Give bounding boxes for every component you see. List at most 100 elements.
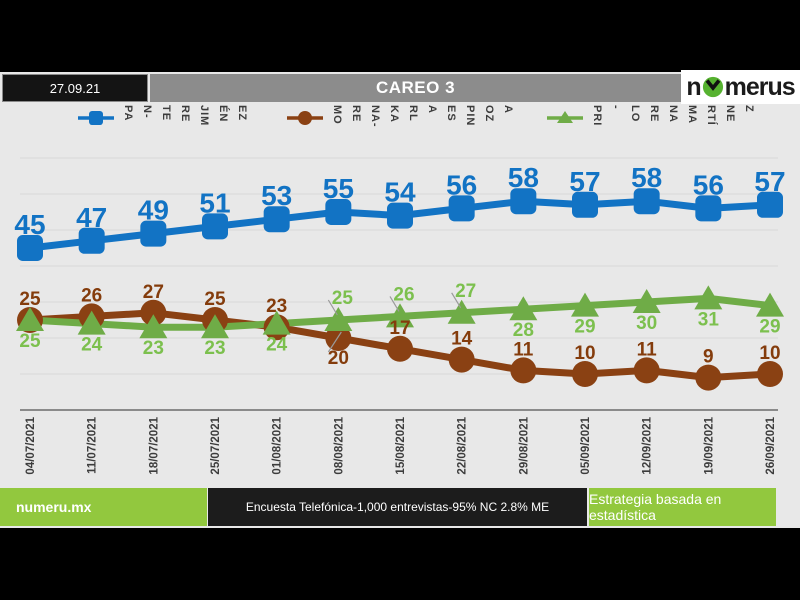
x-tick-label: 25/07/2021 bbox=[210, 416, 222, 474]
legend-label-segment: TE bbox=[160, 105, 172, 122]
legend-label-segment: NA bbox=[667, 105, 679, 123]
legend-label-segment: PRI bbox=[591, 105, 603, 127]
square-marker-icon bbox=[78, 111, 114, 125]
legend-label-segment: A bbox=[426, 105, 438, 114]
value-label: 58 bbox=[508, 162, 539, 193]
value-label: 20 bbox=[328, 348, 349, 369]
legend-label-segment: OZ bbox=[483, 105, 495, 123]
legend-label-segment: RE bbox=[179, 105, 191, 123]
value-label: 14 bbox=[451, 329, 473, 350]
legend-label-segment: EZ bbox=[236, 105, 248, 122]
x-tick-label: 05/09/2021 bbox=[580, 416, 592, 474]
value-label: 23 bbox=[143, 338, 164, 359]
legend-label: PRI - LO RE NA MA RTÍ NE Z bbox=[590, 105, 755, 126]
value-label: 57 bbox=[754, 166, 785, 197]
x-tick-label: 26/09/2021 bbox=[765, 416, 777, 474]
footer-website: numeru.mx bbox=[0, 488, 207, 526]
x-tick-label: 19/09/2021 bbox=[703, 416, 715, 474]
top-black-band bbox=[0, 0, 800, 72]
value-label: 31 bbox=[698, 309, 720, 330]
value-label: 9 bbox=[703, 347, 714, 368]
footer-methodology: Encuesta Telefónica-1,000 entrevistas-95… bbox=[208, 488, 587, 526]
value-label: 54 bbox=[384, 177, 416, 208]
legend-label-segment: A bbox=[502, 105, 514, 114]
value-label: 24 bbox=[266, 335, 288, 356]
legend-label-segment: - bbox=[610, 105, 622, 110]
value-label: 56 bbox=[446, 169, 477, 200]
legend-label-segment: LO bbox=[629, 105, 641, 123]
numerus-circle-icon bbox=[702, 76, 724, 98]
value-label: 57 bbox=[569, 166, 600, 197]
x-tick-label: 29/08/2021 bbox=[518, 416, 530, 474]
legend-item-pan: PA N- TE RE JIM ÉN EZ bbox=[78, 105, 248, 126]
value-label: 29 bbox=[574, 317, 595, 338]
value-label: 23 bbox=[266, 296, 287, 317]
value-label: 26 bbox=[393, 284, 414, 305]
circle-marker-icon bbox=[287, 111, 323, 125]
value-label: 30 bbox=[636, 313, 657, 334]
legend-label-segment: RE bbox=[648, 105, 660, 123]
value-label: 25 bbox=[19, 289, 41, 310]
legend-label-segment: NE bbox=[724, 105, 736, 123]
legend-label-segment: KA bbox=[388, 105, 400, 123]
legend-label-segment: RE bbox=[350, 105, 362, 123]
value-label: 25 bbox=[332, 288, 354, 309]
x-tick-label: 18/07/2021 bbox=[148, 416, 160, 474]
x-tick-label: 08/08/2021 bbox=[333, 416, 345, 474]
value-label: 28 bbox=[513, 320, 534, 341]
line-chart: 45 47 49 51 53 55 54 56 58 57 58 56 57 25 26 27 25 23 20 17… bbox=[14, 157, 786, 475]
legend-item-pri: PRI - LO RE NA MA RTÍ NE Z bbox=[547, 105, 755, 126]
footer-slogan: Estrategia basada en estadística bbox=[589, 488, 776, 526]
legend-label-segment: NA- bbox=[369, 105, 381, 128]
legend-label-segment: N- bbox=[141, 105, 153, 119]
logo-text: n merus bbox=[686, 72, 795, 101]
value-label: 51 bbox=[199, 187, 230, 218]
bottom-black-band bbox=[0, 528, 800, 600]
legend-label-segment: Z bbox=[743, 105, 755, 113]
series-markers-0 bbox=[17, 188, 784, 261]
value-label: 25 bbox=[204, 289, 226, 310]
legend-label-segment: MA bbox=[686, 105, 698, 125]
legend-item-morena: MO RE NA- KA RL A ES PIN OZ A bbox=[287, 105, 514, 128]
value-label: 11 bbox=[637, 339, 658, 360]
legend-label-segment: ÉN bbox=[217, 105, 229, 123]
value-label: 11 bbox=[513, 339, 534, 360]
legend-label: MO RE NA- KA RL A ES PIN OZ A bbox=[330, 105, 514, 128]
value-label: 27 bbox=[455, 281, 476, 302]
page-title: CAREO 3 bbox=[150, 74, 681, 102]
legend-label-segment: PIN bbox=[464, 105, 476, 127]
label-leader-lines bbox=[327, 292, 462, 353]
legend-label: PA N- TE RE JIM ÉN EZ bbox=[121, 105, 248, 126]
value-label: 10 bbox=[759, 343, 780, 364]
value-label: 17 bbox=[389, 318, 410, 339]
value-label: 25 bbox=[19, 331, 41, 352]
x-tick-label: 11/07/2021 bbox=[87, 416, 99, 474]
value-label: 26 bbox=[81, 285, 102, 306]
legend-label-segment: RL bbox=[407, 105, 419, 122]
legend-label-segment: PA bbox=[122, 105, 134, 122]
date-badge: 27.09.21 bbox=[2, 74, 148, 102]
value-label: 56 bbox=[693, 169, 724, 200]
x-tick-label: 01/08/2021 bbox=[272, 416, 284, 474]
triangle-marker-icon bbox=[547, 111, 583, 123]
legend-label-segment: ES bbox=[445, 105, 457, 122]
value-label: 47 bbox=[76, 202, 107, 233]
x-tick-label: 22/08/2021 bbox=[457, 416, 469, 474]
value-label: 24 bbox=[81, 335, 103, 356]
chart-legend: PA N- TE RE JIM ÉN EZ MO RE NA- KA RL A ES PIN OZ A PRI - L… bbox=[0, 105, 800, 153]
x-tick-label: 12/09/2021 bbox=[642, 416, 654, 474]
x-axis-labels: 04/07/2021 11/07/2021 18/07/2021 25/07/2021… bbox=[25, 416, 777, 474]
x-tick-label: 04/07/2021 bbox=[25, 416, 37, 474]
value-label: 23 bbox=[204, 338, 225, 359]
legend-label-segment: RTÍ bbox=[705, 105, 717, 126]
legend-label-segment: MO bbox=[331, 105, 343, 125]
value-label: 55 bbox=[323, 173, 354, 204]
value-label: 29 bbox=[759, 317, 780, 338]
value-label: 27 bbox=[143, 282, 164, 303]
value-label: 53 bbox=[261, 180, 292, 211]
value-label: 58 bbox=[631, 162, 662, 193]
value-labels: 45 47 49 51 53 55 54 56 58 57 58 56 57 25 26 27 25 23 20 17… bbox=[14, 162, 785, 369]
value-label: 10 bbox=[574, 343, 595, 364]
value-label: 49 bbox=[138, 195, 169, 226]
